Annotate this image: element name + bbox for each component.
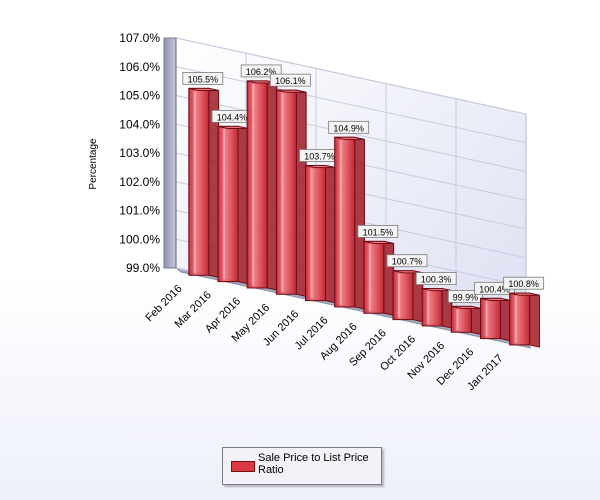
y-tick-label: 107.0%: [119, 31, 160, 45]
svg-text:101.5%: 101.5%: [363, 227, 394, 237]
svg-text:105.5%: 105.5%: [188, 74, 219, 84]
bar: [421, 287, 453, 329]
y-axis-label: Percentage: [88, 138, 99, 190]
data-label: 105.5%: [182, 71, 224, 85]
gridline: [175, 66, 527, 144]
data-label: 103.7%: [299, 149, 340, 162]
y-tick-label: 102.0%: [119, 175, 160, 189]
svg-text:99.9%: 99.9%: [453, 292, 479, 302]
bar: [480, 297, 511, 342]
bar: [217, 125, 249, 285]
data-label: 100.8%: [503, 276, 545, 290]
svg-text:100.3%: 100.3%: [421, 275, 452, 285]
svg-text:106.1%: 106.1%: [275, 76, 306, 86]
data-label: 104.4%: [211, 109, 253, 123]
y-tick-label: 100.0%: [119, 232, 160, 246]
bar: [305, 164, 336, 304]
legend-label: Sale Price to List Price Ratio: [258, 452, 369, 476]
svg-text:104.4%: 104.4%: [217, 112, 248, 122]
svg-text:100.8%: 100.8%: [508, 279, 539, 289]
bar: [363, 240, 395, 317]
data-label: 104.9%: [328, 120, 370, 134]
y-tick-label: 99.0%: [126, 261, 160, 275]
y-tick-label: 103.0%: [119, 146, 160, 160]
data-label: 101.5%: [357, 224, 399, 238]
legend-swatch: [231, 461, 255, 472]
bar: [246, 80, 278, 291]
gridline: [175, 37, 527, 115]
svg-text:100.7%: 100.7%: [392, 257, 423, 267]
bar: [334, 136, 365, 310]
bar: [275, 89, 307, 298]
y-tick-label: 105.0%: [119, 89, 160, 103]
bar: [188, 87, 220, 279]
y-tick-label: 104.0%: [119, 117, 160, 131]
side-wall: [163, 37, 177, 269]
data-label: 106.1%: [269, 73, 311, 87]
bar: [450, 305, 482, 336]
y-tick-label: 101.0%: [119, 204, 160, 218]
svg-text:100.4%: 100.4%: [479, 284, 510, 294]
svg-text:104.9%: 104.9%: [333, 123, 364, 133]
data-label: 100.7%: [386, 254, 428, 268]
bar: [509, 292, 540, 348]
legend: Sale Price to List Price Ratio: [222, 447, 382, 485]
data-label: 99.9%: [447, 289, 483, 303]
y-tick-label: 106.0%: [119, 60, 160, 74]
svg-text:106.2%: 106.2%: [246, 67, 277, 77]
data-label: 100.3%: [415, 272, 457, 285]
svg-text:103.7%: 103.7%: [304, 151, 335, 161]
